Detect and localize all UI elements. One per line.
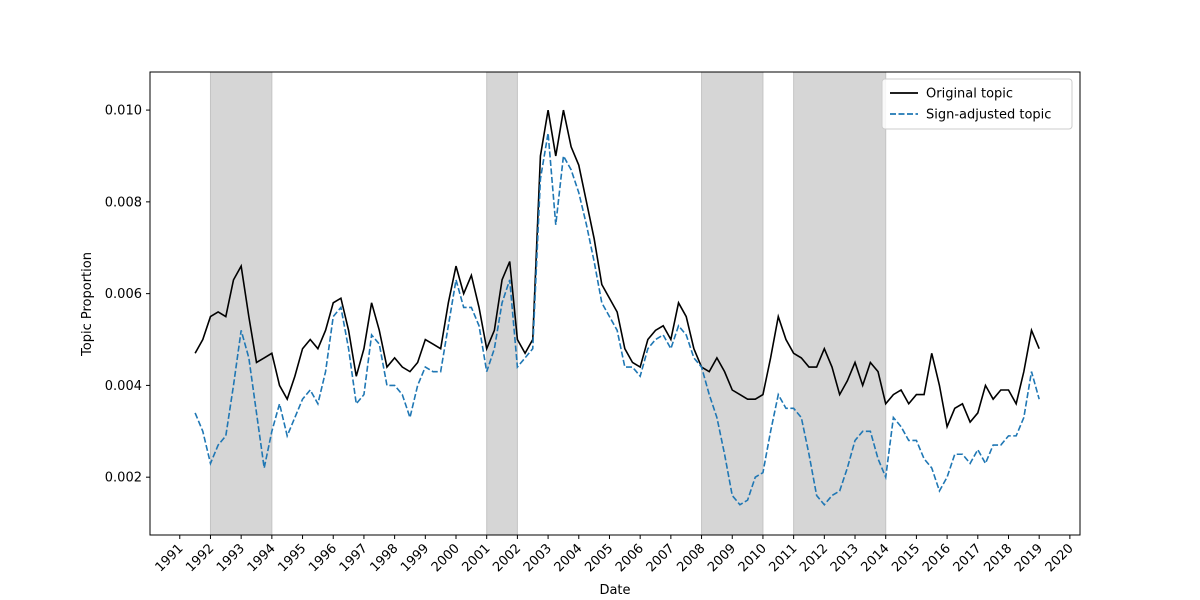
x-tick-label: 1996 — [306, 541, 340, 575]
x-tick-label: 2020 — [1043, 541, 1077, 575]
x-tick-label: 2007 — [644, 541, 678, 575]
shaded-span — [209, 71, 273, 536]
x-tick-label: 2004 — [552, 541, 586, 575]
x-tick-label: 2014 — [859, 541, 893, 575]
x-tick-label: 2000 — [429, 541, 463, 575]
y-tick-label: 0.004 — [105, 379, 142, 394]
x-tick-label: 2001 — [460, 541, 494, 575]
x-tick-label: 2009 — [705, 541, 739, 575]
x-tick-label: 2018 — [981, 541, 1015, 575]
y-tick-label: 0.006 — [105, 287, 142, 302]
x-tick-label: 1994 — [245, 541, 279, 575]
x-tick-label: 1997 — [337, 541, 371, 575]
y-tick-label: 0.008 — [105, 195, 142, 210]
legend-label: Sign-adjusted topic — [926, 108, 1051, 123]
legend-label: Original topic — [926, 87, 1013, 102]
x-tick-label: 2010 — [736, 541, 770, 575]
x-tick-label: 1991 — [153, 541, 187, 575]
shaded-span — [701, 71, 764, 536]
y-tick-label: 0.002 — [105, 471, 142, 486]
series-line — [194, 132, 1040, 506]
plot-frame — [149, 71, 1081, 536]
y-axis-label: Topic Proportion — [80, 252, 95, 357]
x-tick-label: 2002 — [490, 541, 524, 575]
x-tick-label: 2003 — [521, 541, 555, 575]
x-tick-label: 1999 — [398, 541, 432, 575]
x-tick-label: 2017 — [951, 541, 985, 575]
x-tick-label: 1993 — [214, 541, 248, 575]
legend-box — [881, 78, 1073, 130]
y-tick-label: 0.010 — [105, 104, 142, 119]
x-axis-label: Date — [599, 583, 630, 598]
x-tick-label: 2011 — [766, 541, 800, 575]
x-tick-label: 2012 — [797, 541, 831, 575]
series-line — [194, 109, 1040, 430]
x-tick-label: 2016 — [920, 541, 954, 575]
x-tick-label: 2008 — [674, 541, 708, 575]
x-tick-label: 2005 — [582, 541, 616, 575]
x-tick-label: 1992 — [183, 541, 217, 575]
x-tick-label: 1995 — [275, 541, 309, 575]
x-tick-label: 2013 — [828, 541, 862, 575]
x-tick-label: 2015 — [889, 541, 923, 575]
shaded-span — [793, 71, 887, 536]
x-tick-label: 2006 — [613, 541, 647, 575]
x-tick-label: 1998 — [367, 541, 401, 575]
x-tick-label: 2019 — [1012, 541, 1046, 575]
